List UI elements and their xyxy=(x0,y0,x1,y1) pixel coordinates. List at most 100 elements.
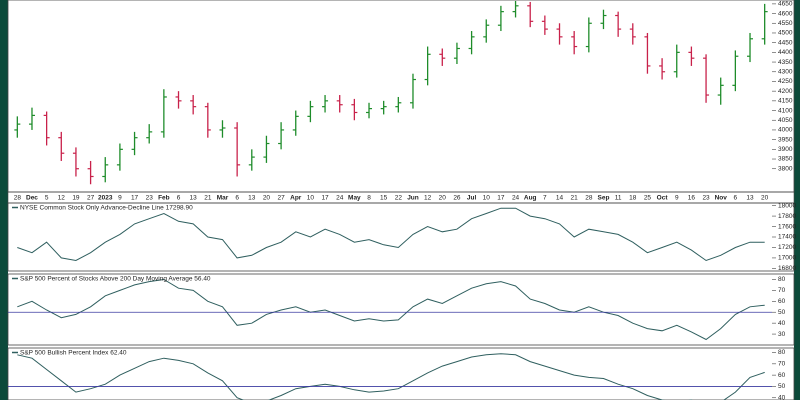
x-tick-label: 14 xyxy=(556,195,564,202)
y-tick-label: 60 xyxy=(778,372,786,379)
right-frame xyxy=(794,0,800,400)
y-tick-label: 4500 xyxy=(778,30,793,37)
y-tick-label: 80 xyxy=(778,276,786,283)
x-tick-label: 28 xyxy=(585,195,593,202)
x-tick-label: 19 xyxy=(72,195,80,202)
x-tick-label: 6 xyxy=(734,195,738,202)
x-tick-label: Oct xyxy=(657,195,669,202)
panel-title: NYSE Common Stock Only Advance-Decline L… xyxy=(20,205,193,212)
y-tick-label: 4200 xyxy=(778,88,793,95)
x-tick-label: Nov xyxy=(715,195,728,202)
panel-frame xyxy=(7,0,795,193)
x-tick-label: 8 xyxy=(367,195,371,202)
indicator-line xyxy=(17,353,765,400)
x-tick-label: 7 xyxy=(543,195,547,202)
y-tick-label: 4100 xyxy=(778,107,793,114)
x-tick-label: Mar xyxy=(217,195,229,202)
y-tick-label: 60 xyxy=(778,298,786,305)
x-tick-label: 17 xyxy=(321,195,329,202)
panel xyxy=(17,207,765,262)
y-tick-label: 80 xyxy=(778,349,786,356)
panel-title: S&P 500 Bullish Percent Index 62.40 xyxy=(20,350,127,357)
x-tick-label: 22 xyxy=(395,195,403,202)
panel xyxy=(17,353,765,400)
y-tick-label: 4450 xyxy=(778,39,793,46)
x-tick-label: 23 xyxy=(702,195,710,202)
y-tick-label: 3850 xyxy=(778,156,793,163)
x-tick-label: 15 xyxy=(380,195,388,202)
x-tick-label: 5 xyxy=(45,195,49,202)
y-tick-label: 4350 xyxy=(778,59,793,66)
indicator-line xyxy=(17,207,765,262)
x-tick-label: 13 xyxy=(746,195,754,202)
x-tick-label: 20 xyxy=(761,195,769,202)
x-tick-label: 10 xyxy=(483,195,491,202)
y-tick-label: 3950 xyxy=(778,136,793,143)
y-tick-label: 17000 xyxy=(778,255,796,262)
y-tick-label: 70 xyxy=(778,361,786,368)
x-tick-label: 17 xyxy=(131,195,139,202)
y-tick-label: 17200 xyxy=(778,244,796,251)
y-tick-label: 4300 xyxy=(778,68,793,75)
x-tick-label: 27 xyxy=(277,195,285,202)
x-tick-label: 12 xyxy=(424,195,432,202)
x-tick-label: 17 xyxy=(497,195,505,202)
x-tick-label: May xyxy=(348,195,361,202)
panel-title: S&P 500 Percent of Stocks Above 200 Day … xyxy=(20,276,211,283)
panel-frame xyxy=(7,202,795,272)
y-tick-label: 17800 xyxy=(778,213,796,220)
x-tick-label: 12 xyxy=(58,195,66,202)
panel xyxy=(14,0,768,185)
indicator-line xyxy=(17,278,765,341)
y-tick-label: 4150 xyxy=(778,98,793,105)
x-tick-label: Sep xyxy=(598,195,610,202)
y-tick-label: 18000 xyxy=(778,202,796,209)
x-tick-label: Apr xyxy=(290,195,302,202)
x-tick-label: 9 xyxy=(118,195,122,202)
x-tick-label: 27 xyxy=(87,195,95,202)
x-tick-label: 26 xyxy=(453,195,461,202)
x-tick-label: 20 xyxy=(439,195,447,202)
x-tick-label: 6 xyxy=(177,195,181,202)
x-tick-label: 10 xyxy=(307,195,315,202)
x-tick-label: 18 xyxy=(629,195,637,202)
y-tick-label: 4600 xyxy=(778,10,793,17)
x-tick-label: 21 xyxy=(204,195,212,202)
y-tick-label: 4650 xyxy=(778,1,793,8)
x-tick-label: 6 xyxy=(235,195,239,202)
y-tick-label: 40 xyxy=(778,320,786,327)
x-tick-label: 21 xyxy=(571,195,579,202)
x-tick-label: 13 xyxy=(190,195,198,202)
y-tick-label: 40 xyxy=(778,394,786,400)
y-tick-label: 4000 xyxy=(778,127,793,134)
x-tick-label: 25 xyxy=(644,195,652,202)
x-tick-label: 13 xyxy=(248,195,256,202)
x-tick-label: 24 xyxy=(336,195,344,202)
y-tick-label: 4550 xyxy=(778,20,793,27)
x-tick-label: Dec xyxy=(26,195,38,202)
x-tick-label: Feb xyxy=(158,195,170,202)
left-frame xyxy=(0,0,8,400)
x-tick-label: 16 xyxy=(688,195,696,202)
x-tick-label: 23 xyxy=(146,195,154,202)
x-tick-label: Jul xyxy=(467,195,477,202)
x-tick-label: 28 xyxy=(14,195,22,202)
y-tick-label: 4400 xyxy=(778,49,793,56)
panel-frame xyxy=(7,347,795,400)
y-tick-label: 4050 xyxy=(778,117,793,124)
x-tick-label: Jun xyxy=(407,195,419,202)
y-tick-label: 16800 xyxy=(778,265,796,272)
panel xyxy=(17,278,765,341)
y-tick-label: 30 xyxy=(778,331,786,338)
x-tick-label: 2023 xyxy=(98,195,113,202)
y-tick-label: 70 xyxy=(778,287,786,294)
panel-frame xyxy=(7,273,795,346)
y-tick-label: 4250 xyxy=(778,78,793,85)
y-tick-label: 17600 xyxy=(778,223,796,230)
x-tick-label: 20 xyxy=(263,195,271,202)
y-tick-label: 3900 xyxy=(778,146,793,153)
y-tick-label: 50 xyxy=(778,383,786,390)
x-tick-label: Aug xyxy=(524,195,537,202)
y-tick-label: 17400 xyxy=(778,234,796,241)
